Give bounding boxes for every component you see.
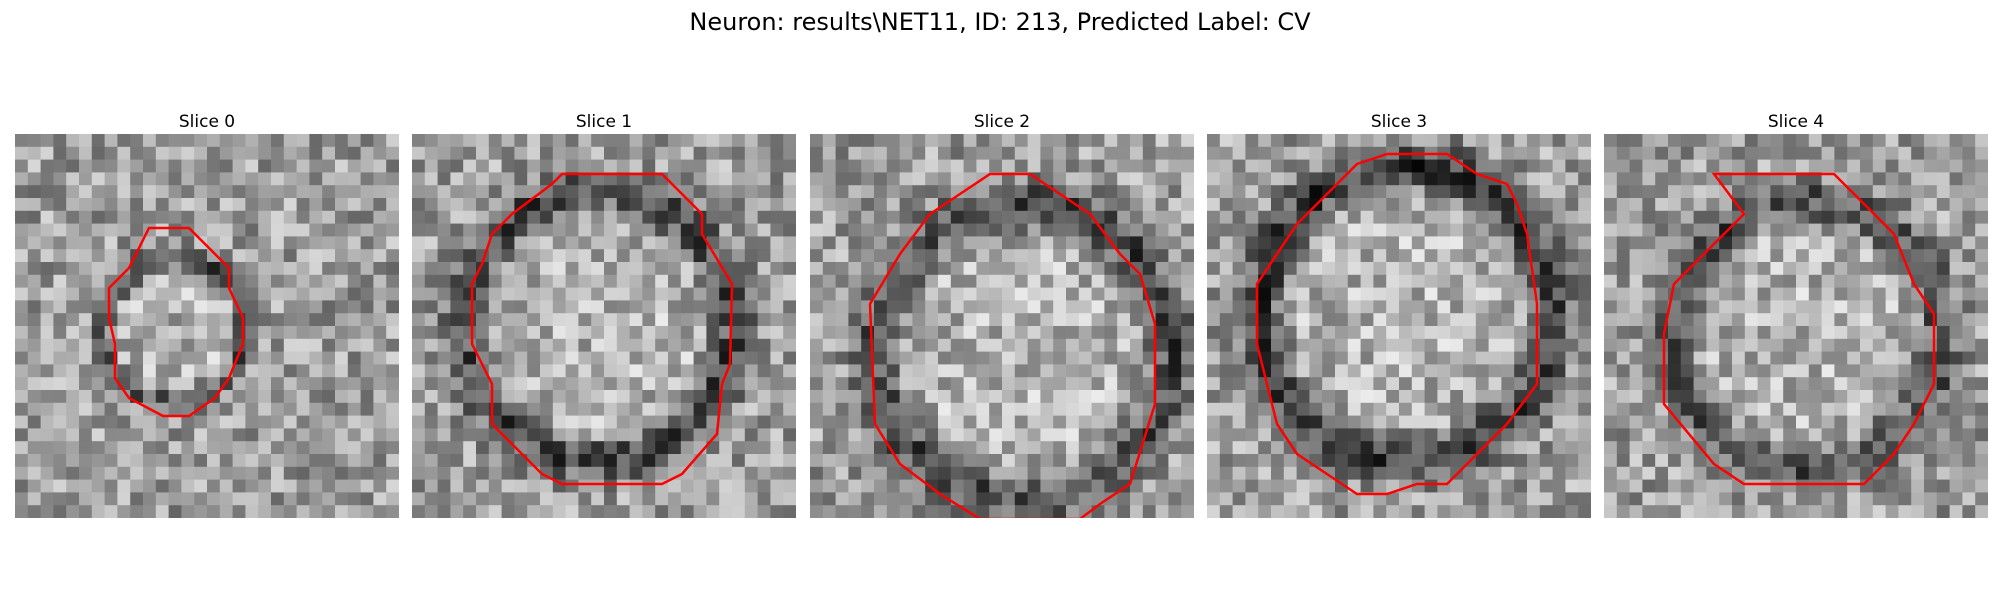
- roi-contour: [1255, 152, 1539, 496]
- slice-title: Slice 4: [1767, 112, 1825, 132]
- roi-contour: [1662, 172, 1936, 486]
- slice-title: Slice 1: [575, 112, 633, 132]
- roi-contour: [868, 172, 1157, 518]
- slice-panel-1: Slice 1: [412, 110, 796, 518]
- slice-image: [15, 134, 399, 518]
- slice-panel-3: Slice 3: [1207, 110, 1591, 518]
- slice-panel-4: Slice 4: [1604, 110, 1988, 518]
- roi-contour: [107, 226, 245, 418]
- slice-image: [810, 134, 1194, 518]
- slice-title: Slice 0: [178, 112, 236, 132]
- slice-image: [1207, 134, 1591, 518]
- slice-title: Slice 3: [1370, 112, 1428, 132]
- slice-image: [1604, 134, 1988, 518]
- slice-panel-2: Slice 2: [810, 110, 1194, 518]
- slice-image: [412, 134, 796, 518]
- slice-title: Slice 2: [973, 112, 1031, 132]
- roi-contour: [470, 172, 734, 486]
- slice-panel-0: Slice 0: [15, 110, 399, 518]
- figure-title: Neuron: results\NET11, ID: 213, Predicte…: [689, 8, 1311, 36]
